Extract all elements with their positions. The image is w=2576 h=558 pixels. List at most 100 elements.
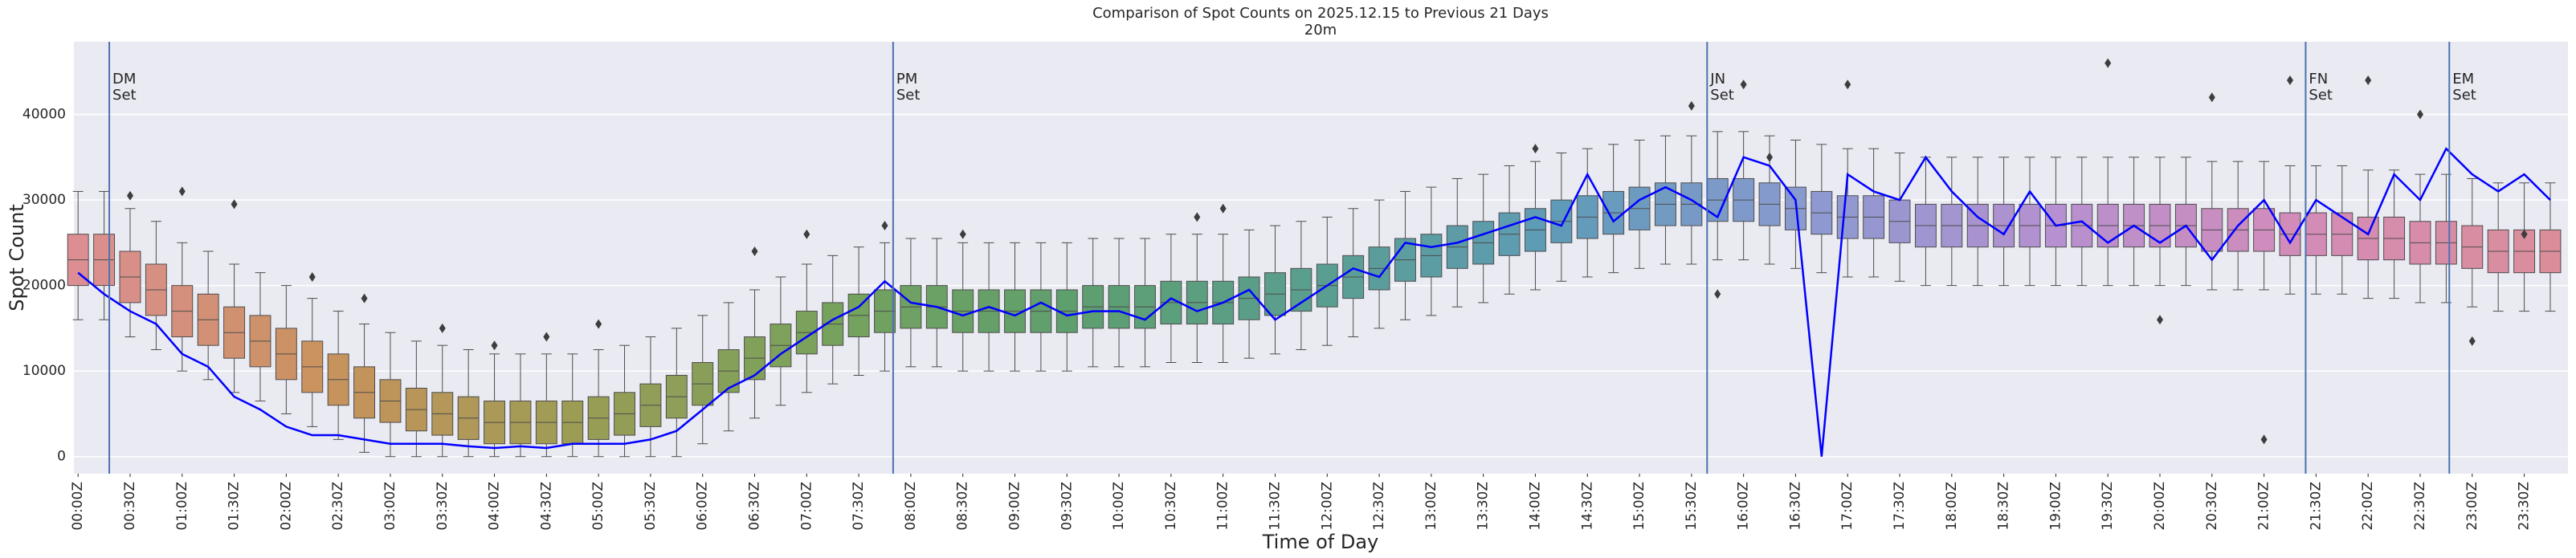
- y-tick-label: 30000: [22, 192, 66, 208]
- outlier: [595, 319, 602, 329]
- outlier: [1844, 79, 1851, 90]
- event-label: DM: [112, 71, 136, 88]
- chart-title: Comparison of Spot Counts on 2025.12.15 …: [1092, 5, 1549, 22]
- x-tick-label: 15:00Z: [1631, 482, 1647, 531]
- x-tick-label: 04:00Z: [487, 482, 503, 531]
- event-label: EM: [2452, 71, 2474, 88]
- x-tick-label: 13:00Z: [1423, 482, 1439, 531]
- x-tick-label: 19:00Z: [2047, 482, 2064, 531]
- x-tick-label: 11:00Z: [1215, 482, 1231, 531]
- outlier: [2208, 92, 2215, 103]
- event-label: PM: [896, 71, 917, 88]
- outlier: [178, 186, 186, 197]
- x-tick-label: 17:30Z: [1892, 482, 1908, 531]
- event-label: Set: [2309, 87, 2333, 104]
- outlier: [1194, 212, 1201, 222]
- x-tick-label: 21:30Z: [2308, 482, 2324, 531]
- outlier: [491, 340, 498, 351]
- outlier: [1766, 152, 1774, 162]
- x-tick-label: 22:30Z: [2412, 482, 2428, 531]
- x-tick-label: 01:00Z: [174, 482, 190, 531]
- x-tick-label: 18:30Z: [1996, 482, 2012, 531]
- x-tick-label: 16:30Z: [1787, 482, 1803, 531]
- x-tick-label: 09:30Z: [1059, 482, 1075, 531]
- x-tick-label: 03:30Z: [435, 482, 451, 531]
- comparison-line: [77, 147, 2551, 457]
- x-tick-label: 01:30Z: [227, 482, 243, 531]
- x-tick-label: 06:30Z: [747, 482, 763, 531]
- x-axis-label: Time of Day: [1262, 531, 1379, 553]
- event-label: Set: [2452, 87, 2476, 104]
- y-tick-label: 20000: [22, 278, 66, 294]
- x-tick-label: 11:30Z: [1267, 482, 1283, 531]
- outlier: [2157, 315, 2164, 325]
- outlier: [2468, 336, 2476, 346]
- x-tick-label: 13:30Z: [1476, 482, 1492, 531]
- outlier: [2104, 58, 2112, 68]
- x-tick-label: 02:00Z: [278, 482, 294, 531]
- x-tick-label: 17:00Z: [1839, 482, 1855, 531]
- outlier: [803, 229, 810, 239]
- x-tick-label: 12:30Z: [1371, 482, 1387, 531]
- outlier: [2286, 75, 2293, 85]
- outlier: [543, 332, 550, 342]
- outlier: [1688, 100, 1695, 111]
- y-axis-label: Spot Count: [6, 204, 28, 311]
- x-tick-label: 08:00Z: [903, 482, 919, 531]
- outlier: [308, 271, 316, 282]
- outlier: [2416, 109, 2423, 120]
- x-tick-label: 20:00Z: [2152, 482, 2168, 531]
- x-tick-label: 22:00Z: [2360, 482, 2376, 531]
- x-tick-label: 04:30Z: [538, 482, 554, 531]
- chart-subtitle: 20m: [1304, 22, 1337, 39]
- x-tick-label: 00:30Z: [122, 482, 138, 531]
- x-tick-label: 02:30Z: [330, 482, 346, 531]
- outlier: [751, 246, 758, 257]
- event-label: Set: [1710, 87, 1734, 104]
- outlier: [1219, 203, 1227, 214]
- x-tick-label: 14:00Z: [1527, 482, 1543, 531]
- outlier: [1532, 144, 1539, 154]
- outlier: [2521, 229, 2528, 239]
- x-tick-label: 15:30Z: [1684, 482, 1700, 531]
- x-tick-label: 21:00Z: [2256, 482, 2272, 531]
- x-tick-label: 09:00Z: [1007, 482, 1023, 531]
- x-tick-label: 05:00Z: [590, 482, 606, 531]
- x-tick-label: 08:30Z: [955, 482, 971, 531]
- outlier: [439, 323, 446, 333]
- event-label: JN: [1709, 71, 1725, 88]
- outlier: [1714, 289, 1721, 299]
- x-tick-label: 19:30Z: [2100, 482, 2116, 531]
- x-tick-label: 05:30Z: [643, 482, 659, 531]
- x-tick-label: 23:00Z: [2464, 482, 2480, 531]
- outlier: [126, 190, 133, 201]
- y-tick-label: 40000: [22, 107, 66, 123]
- x-tick-label: 18:00Z: [1944, 482, 1960, 531]
- x-tick-label: 23:30Z: [2517, 482, 2533, 531]
- x-tick-label: 10:00Z: [1111, 482, 1127, 531]
- x-tick-label: 07:00Z: [798, 482, 814, 531]
- x-tick-label: 03:00Z: [382, 482, 398, 531]
- x-tick-label: 20:30Z: [2204, 482, 2220, 531]
- y-tick-label: 0: [57, 449, 66, 465]
- outlier: [959, 229, 966, 239]
- outlier: [881, 221, 888, 231]
- x-tick-label: 06:00Z: [695, 482, 711, 531]
- event-label: FN: [2309, 71, 2328, 88]
- outlier: [1740, 79, 1747, 90]
- y-tick-label: 10000: [22, 363, 66, 379]
- event-label: Set: [112, 87, 137, 104]
- outlier: [2260, 434, 2268, 445]
- outlier: [2365, 75, 2372, 85]
- x-tick-label: 12:00Z: [1319, 482, 1335, 531]
- outlier: [361, 293, 368, 303]
- x-tick-label: 00:00Z: [70, 482, 86, 531]
- outlier: [231, 199, 238, 210]
- x-tick-label: 10:30Z: [1163, 482, 1179, 531]
- x-tick-label: 14:30Z: [1579, 482, 1595, 531]
- event-label: Set: [896, 87, 921, 104]
- x-tick-label: 16:00Z: [1736, 482, 1752, 531]
- x-tick-label: 07:30Z: [851, 482, 867, 531]
